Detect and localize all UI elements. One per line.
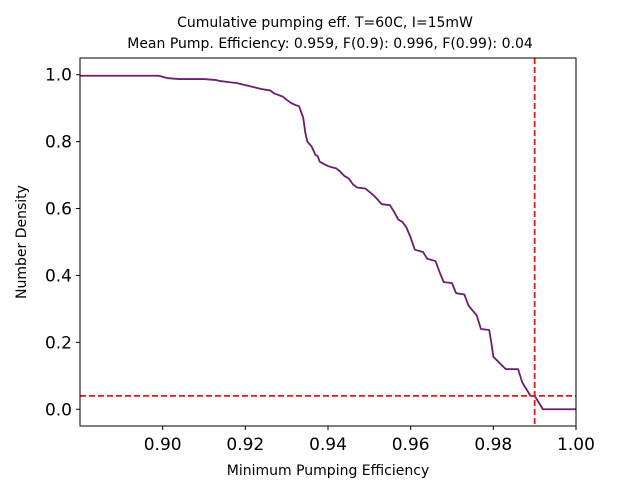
x-tick-label: 0.98 — [474, 435, 512, 455]
x-axis: 0.90 0.92 0.94 0.96 0.98 1.00 — [144, 426, 595, 455]
y-tick-label: 0.4 — [45, 266, 72, 286]
y-axis: 0.0 0.2 0.4 0.6 0.8 1.0 — [45, 66, 80, 420]
chart-title: Cumulative pumping eff. T=60C, I=15mW — [177, 15, 473, 31]
x-tick-label: 0.92 — [226, 435, 264, 455]
x-tick-label: 1.00 — [557, 435, 595, 455]
y-tick-label: 0.6 — [45, 200, 72, 220]
y-tick-label: 0.0 — [45, 400, 72, 420]
series-line-0 — [80, 74, 576, 411]
y-tick-label: 0.8 — [45, 133, 72, 153]
y-tick-label: 1.0 — [45, 66, 72, 86]
y-axis-label: Number Density — [14, 185, 30, 299]
y-tick-label: 0.2 — [45, 333, 72, 353]
plot-area — [80, 58, 576, 426]
x-tick-label: 0.94 — [309, 435, 347, 455]
chart-subtitle: Mean Pump. Efficiency: 0.959, F(0.9): 0.… — [127, 36, 533, 52]
x-tick-label: 0.90 — [144, 435, 182, 455]
plot-frame — [79, 57, 577, 427]
x-tick-label: 0.96 — [392, 435, 430, 455]
x-axis-label: Minimum Pumping Efficiency — [227, 463, 429, 479]
